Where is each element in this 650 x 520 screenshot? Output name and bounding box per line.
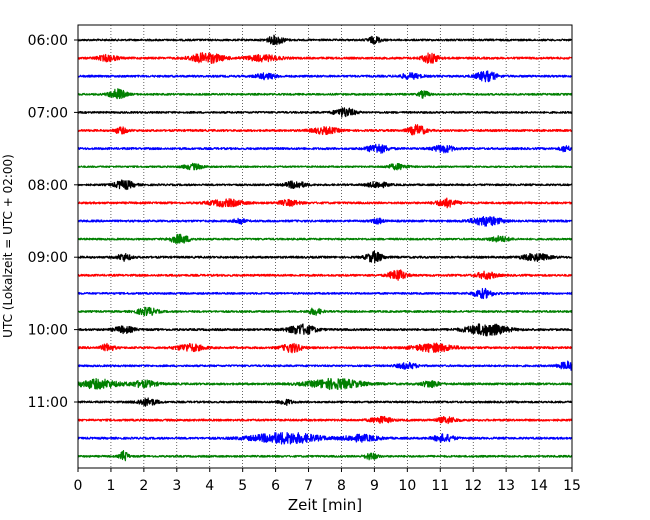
trace-1130 — [77, 431, 573, 445]
trace-0645 — [77, 88, 573, 100]
x-tick-label: 8 — [337, 478, 346, 494]
trace-0945 — [77, 306, 573, 317]
x-tick-label: 5 — [238, 478, 247, 494]
trace-1030 — [77, 360, 573, 371]
trace-1045 — [77, 377, 573, 391]
x-tick-label: 2 — [139, 478, 148, 494]
trace-1145 — [77, 449, 573, 462]
trace-0845 — [77, 233, 573, 244]
trace-0900 — [77, 250, 573, 264]
x-tick-label: 0 — [74, 478, 83, 494]
x-tick-label: 9 — [370, 478, 379, 494]
y-tick-label: 07:00 — [28, 105, 68, 121]
trace-0630 — [77, 70, 573, 83]
x-axis-label: Zeit [min] — [288, 496, 362, 514]
x-tick-label: 13 — [497, 478, 515, 494]
y-tick-label: 06:00 — [28, 33, 68, 49]
x-axis-ticks: 0 1 2 3 4 5 6 7 8 9 10 11 12 13 14 15 — [74, 468, 581, 494]
seismogram-traces — [77, 34, 573, 462]
y-axis-label: UTC (Lokalzeit = UTC + 02:00) — [1, 154, 15, 338]
x-tick-label: 11 — [431, 478, 449, 494]
trace-0915 — [77, 269, 573, 281]
trace-0815 — [77, 197, 573, 209]
y-axis-ticks: 06:00 07:00 08:00 09:00 10:00 11:00 — [28, 33, 78, 411]
trace-0700 — [77, 107, 573, 118]
trace-0800 — [77, 179, 573, 191]
plot-frame — [77, 24, 573, 469]
y-tick-label: 08:00 — [28, 178, 68, 194]
trace-0730 — [77, 143, 573, 154]
y-tick-label: 11:00 — [28, 395, 68, 411]
trace-1015 — [77, 342, 573, 354]
x-tick-label: 3 — [172, 478, 181, 494]
x-tick-label: 7 — [304, 478, 313, 494]
x-tick-label: 15 — [563, 478, 581, 494]
grid-lines — [110, 25, 540, 468]
x-tick-label: 10 — [398, 478, 416, 494]
x-tick-label: 12 — [464, 478, 482, 494]
x-tick-label: 4 — [205, 478, 214, 494]
x-tick-label: 1 — [106, 478, 115, 494]
y-tick-label: 10:00 — [28, 323, 68, 339]
trace-0930 — [77, 287, 573, 300]
trace-0715 — [77, 124, 573, 136]
y-tick-label: 09:00 — [28, 250, 68, 266]
trace-1100 — [77, 397, 573, 407]
x-tick-label: 6 — [271, 478, 280, 494]
trace-0615 — [77, 52, 573, 64]
trace-0830 — [77, 216, 573, 227]
trace-1000 — [77, 323, 573, 337]
trace-0600 — [77, 34, 573, 46]
trace-1115 — [77, 415, 573, 425]
trace-0745 — [77, 162, 573, 171]
x-tick-label: 14 — [530, 478, 548, 494]
